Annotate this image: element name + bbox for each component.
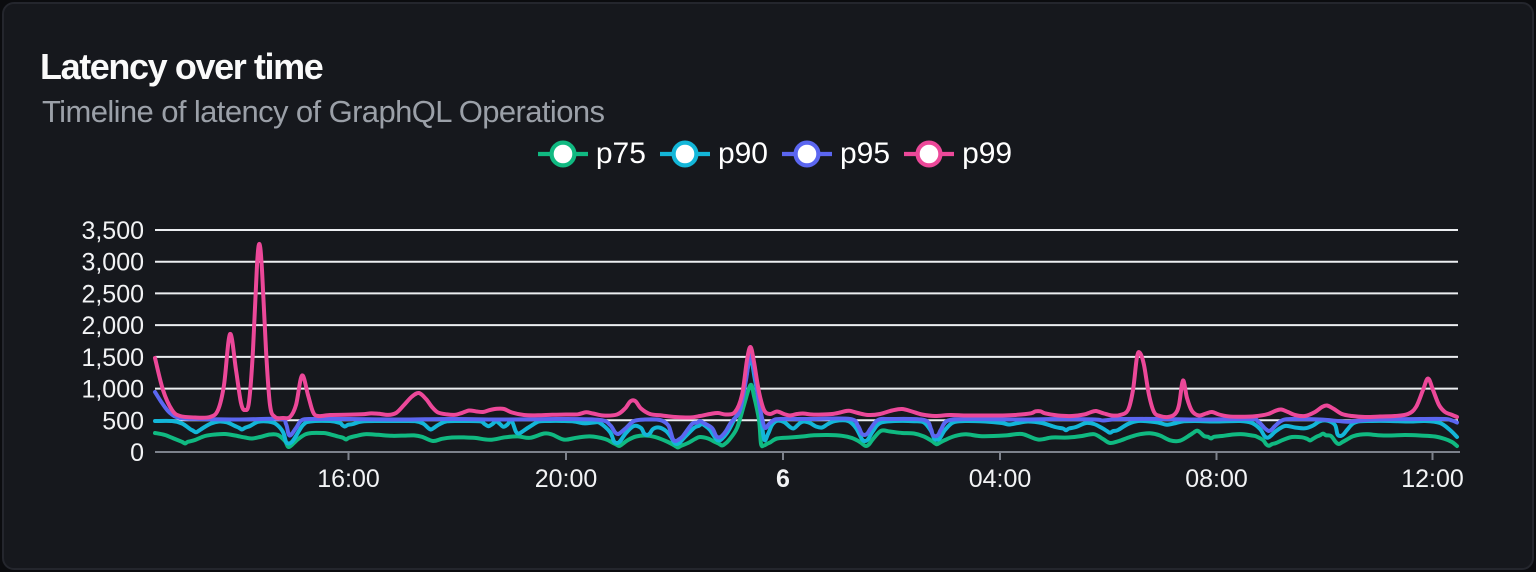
- svg-text:12:00: 12:00: [1401, 465, 1464, 493]
- svg-text:08:00: 08:00: [1185, 465, 1248, 493]
- svg-text:500: 500: [102, 407, 144, 435]
- svg-text:2,000: 2,000: [81, 312, 144, 340]
- svg-text:3,500: 3,500: [81, 217, 144, 245]
- svg-text:20:00: 20:00: [535, 465, 598, 493]
- svg-text:6: 6: [776, 465, 790, 493]
- svg-text:04:00: 04:00: [969, 465, 1032, 493]
- svg-text:1,000: 1,000: [81, 376, 144, 404]
- svg-text:2,500: 2,500: [81, 280, 144, 308]
- svg-text:0: 0: [130, 439, 144, 467]
- svg-text:3,000: 3,000: [81, 249, 144, 277]
- svg-text:1,500: 1,500: [81, 344, 144, 372]
- svg-text:16:00: 16:00: [317, 465, 380, 493]
